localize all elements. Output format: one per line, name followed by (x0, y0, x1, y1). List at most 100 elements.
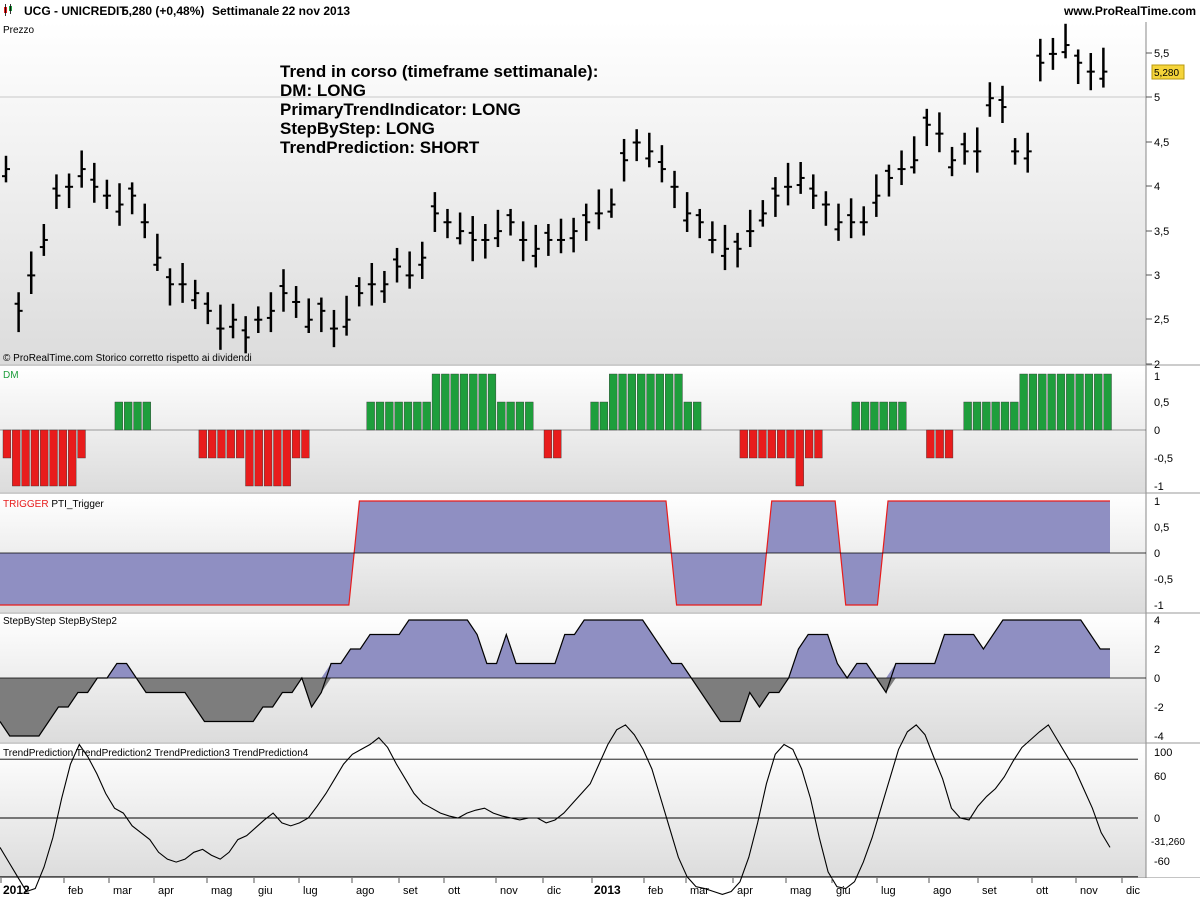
x-tick-label: ago (356, 885, 374, 897)
x-tick-label: apr (737, 885, 753, 897)
price-tick-label: 5 (1154, 92, 1160, 104)
dm-bar (888, 401, 898, 431)
dm-bar (133, 401, 142, 431)
step-tick-label: -4 (1154, 731, 1164, 743)
dm-bar (68, 429, 77, 487)
x-tick-label: feb (68, 885, 83, 897)
dm-bar (926, 429, 935, 459)
dm-bar (450, 373, 459, 431)
dm-bar (665, 373, 674, 431)
dm-bar (254, 429, 263, 487)
x-tick-label: ott (1036, 885, 1048, 897)
annotation-title: Trend in corso (timeframe settimanale): (280, 62, 599, 81)
dm-tick-label: 0,5 (1154, 397, 1169, 409)
x-tick-label: mar (690, 885, 709, 897)
last-price-badge (1151, 64, 1185, 80)
x-tick-label: set (403, 885, 418, 897)
price-tick-label: 2,5 (1154, 314, 1169, 326)
price-tick-label: 3,5 (1154, 226, 1169, 238)
dm-bar (49, 429, 58, 487)
dm-bar (58, 429, 67, 487)
dm-bar (77, 429, 86, 459)
website-link[interactable]: www.ProRealTime.com (1064, 4, 1197, 18)
trendprediction-panel-label: TrendPrediction TrendPrediction2 TrendPr… (3, 748, 309, 759)
dm-bar (590, 401, 599, 431)
dm-bar (422, 401, 431, 431)
dm-bar (683, 401, 692, 431)
dm-bar (767, 429, 776, 459)
tp-last-value: -31,260 (1151, 837, 1185, 848)
last-quote: 5,280 (+0,48%) (122, 4, 205, 18)
dm-bar (2, 429, 12, 459)
trigger-tick-label: 1 (1154, 496, 1160, 508)
dm-bar (982, 401, 991, 431)
dm-bar (506, 401, 515, 431)
tp-tick-label: 0 (1154, 813, 1160, 825)
annotation-primary-trend: PrimaryTrendIndicator: LONG (280, 100, 521, 119)
dm-bar (944, 429, 954, 459)
dm-bar (1056, 373, 1066, 431)
dm-bar (366, 401, 375, 431)
trigger-tick-label: -1 (1154, 600, 1164, 612)
dm-bar (208, 429, 217, 459)
chart-canvas[interactable]: 5,554,543,532,5210,50-0,5-110,50-0,5-142… (0, 22, 1200, 900)
dm-bar (1028, 373, 1038, 431)
dm-bar (217, 429, 226, 459)
dm-tick-label: 0 (1154, 425, 1160, 437)
x-tick-label: lug (881, 885, 896, 897)
dm-bar (674, 373, 683, 431)
annotation-dm: DM: LONG (280, 81, 366, 100)
trend-annotation: Trend in corso (timeframe settimanale): … (280, 62, 598, 157)
step-tick-label: 2 (1154, 644, 1160, 656)
symbol-name: UCG - UNICREDIT (24, 4, 127, 18)
dm-bar (235, 429, 245, 459)
dm-bar (291, 429, 301, 459)
x-tick-label: set (982, 885, 997, 897)
dm-bar (972, 401, 982, 431)
step-negative-area (0, 678, 1110, 736)
dm-panel-label: DM (3, 370, 19, 381)
dm-panel (0, 366, 1146, 492)
dm-bar (935, 429, 944, 459)
dm-bar (273, 429, 282, 487)
stepbystep-panel-label: StepByStep StepByStep2 (3, 616, 117, 627)
x-tick-label: apr (158, 885, 174, 897)
dm-bar (1075, 373, 1084, 431)
dm-bar (1066, 373, 1075, 431)
dm-bar (786, 429, 795, 459)
tp-tick-label: 100 (1154, 747, 1172, 759)
price-panel-label: Prezzo (3, 25, 35, 36)
dm-bar (618, 373, 627, 431)
step-tick-label: 4 (1154, 615, 1160, 627)
dm-bar (263, 429, 273, 487)
x-tick-label: feb (648, 885, 663, 897)
price-tick-label: 4,5 (1154, 137, 1169, 149)
trigger-tick-label: 0,5 (1154, 522, 1169, 534)
x-tick-label: giu (258, 885, 273, 897)
x-tick-label: lug (303, 885, 318, 897)
dm-bar (12, 429, 21, 487)
dm-bar (487, 373, 497, 431)
dm-bar (758, 429, 767, 459)
dm-bar (739, 429, 748, 459)
x-tick-label: dic (547, 885, 562, 897)
dm-bar (1000, 401, 1010, 431)
dm-bar (469, 373, 478, 431)
step-positive-area (0, 620, 1110, 678)
step-line (0, 619, 1110, 737)
trigger-line (0, 500, 1110, 606)
x-tick-label: giu (836, 885, 851, 897)
dm-bar (403, 401, 413, 431)
price-panel (0, 22, 1146, 364)
quote-date: 22 nov 2013 (282, 4, 351, 18)
step-tick-label: -2 (1154, 702, 1164, 714)
dm-bar (1047, 373, 1056, 431)
dm-bar (795, 429, 804, 487)
dm-bar (431, 373, 441, 431)
price-axis (1146, 22, 1200, 878)
dm-bar (749, 429, 758, 459)
dm-bar (413, 401, 422, 431)
dm-bar (198, 429, 207, 459)
dm-bar (693, 401, 702, 431)
candlestick-icon (4, 4, 12, 16)
